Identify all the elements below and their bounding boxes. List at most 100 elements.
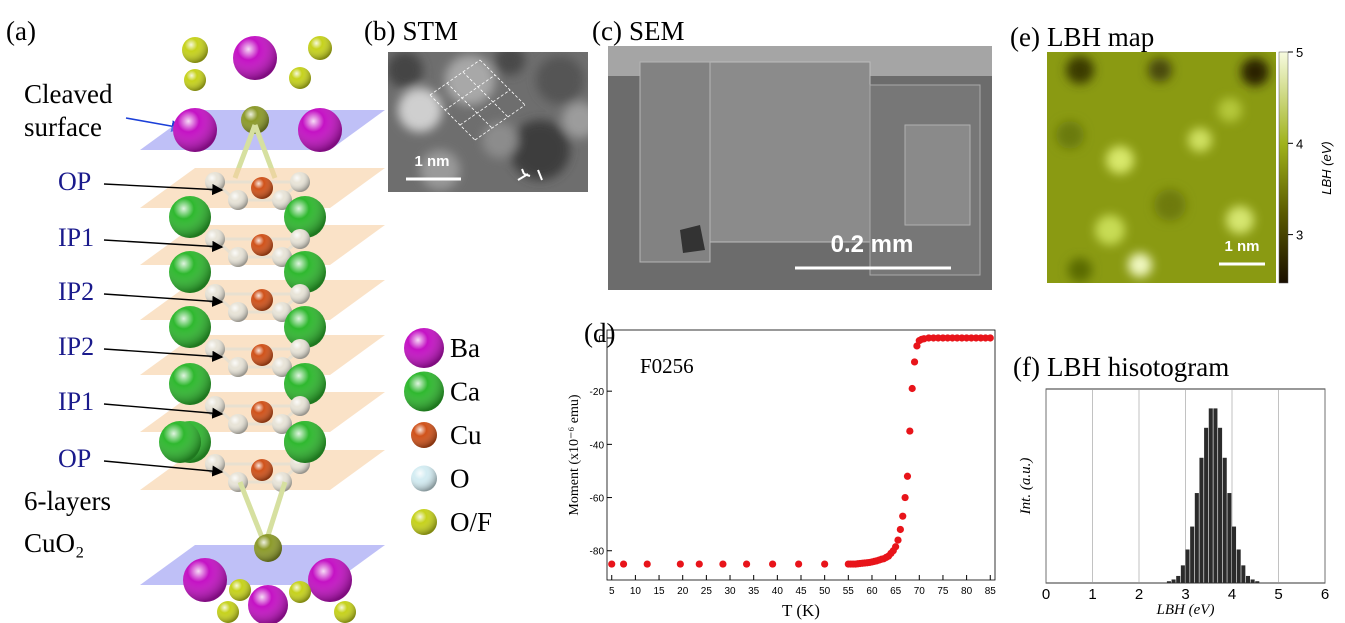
x-tick-label: 25 [701, 586, 713, 597]
data-point [897, 526, 904, 533]
layer-label: IP1 [58, 223, 94, 252]
atom-shine [251, 234, 273, 256]
legend-label: O/F [450, 507, 492, 537]
y-tick-label: -80 [590, 547, 605, 558]
legend-label: Cu [450, 420, 482, 450]
bar [1237, 549, 1241, 583]
x-tick-label: 10 [630, 586, 642, 597]
x-tick-label: 60 [866, 586, 878, 597]
y-axis-label: Int. (a.u.) [1018, 458, 1034, 516]
scale-bar-label: 1 nm [414, 153, 449, 170]
bar [1195, 493, 1199, 583]
panel-title: SEM [629, 16, 685, 46]
atom-shine [251, 401, 273, 423]
x-tick-label: 75 [937, 586, 949, 597]
label: 6-layers [24, 486, 111, 516]
atom-shine [228, 414, 248, 434]
atom-shine [229, 579, 251, 601]
atom-shine [248, 585, 288, 623]
data-point [795, 560, 802, 567]
bar [1172, 579, 1176, 583]
panel-title: (c)SEM [592, 16, 685, 46]
scale-bar-label: 1 nm [1224, 238, 1259, 255]
x-tick-label: 65 [890, 586, 902, 597]
data-point [743, 560, 750, 567]
bar [1232, 527, 1236, 583]
figure: (a) (b)STM (c)SEM (e)LBH map (d) (f)LBH … [0, 0, 1345, 623]
bar [1241, 565, 1245, 583]
atom-shine [169, 306, 211, 348]
legend-shine [404, 372, 444, 412]
colorbar-label: LBH (eV) [1319, 141, 1334, 194]
atom-shine [251, 177, 273, 199]
legend-shine [411, 509, 437, 535]
x-tick-label: 35 [748, 586, 760, 597]
x-tick-label: 5 [1274, 586, 1282, 603]
x-tick-label: 4 [1228, 586, 1236, 603]
bar [1176, 576, 1180, 583]
atom-shine [169, 251, 211, 293]
label: Cleaved [24, 79, 113, 109]
atom-shine [169, 196, 211, 238]
legend-shine [411, 422, 437, 448]
atom-shine [334, 601, 356, 623]
atom-shine [289, 581, 311, 603]
bar [1223, 458, 1227, 583]
x-tick-label: 85 [985, 586, 997, 597]
atom-shine [308, 36, 332, 60]
panel-title: STM [402, 16, 458, 46]
legend-label: Ba [450, 333, 480, 363]
layer-label: OP [58, 444, 91, 473]
atom-shine [289, 67, 311, 89]
legend-shine [411, 466, 437, 492]
x-tick-label: 20 [677, 586, 689, 597]
panel-title: LBH map [1047, 22, 1154, 52]
bar [1246, 576, 1250, 583]
atom-shine [290, 229, 310, 249]
bar [1204, 428, 1208, 583]
x-tick-label: 45 [795, 586, 807, 597]
panel-tag: (a) [6, 16, 36, 46]
data-point [677, 560, 684, 567]
data-point [821, 560, 828, 567]
layer-label: IP2 [58, 332, 94, 361]
data-point [894, 537, 901, 544]
atom-shine [182, 37, 208, 63]
y-axis-label: Moment (x10⁻⁶ emu) [567, 394, 582, 515]
atom-shine [251, 459, 273, 481]
panel-title: LBH hisotogram [1047, 352, 1229, 382]
bar [1167, 581, 1171, 583]
x-tick-label: 70 [914, 586, 926, 597]
atom-shine [169, 363, 211, 405]
data-point [696, 560, 703, 567]
atom-shine [308, 558, 352, 602]
panel-title: (e)LBH map [1010, 22, 1154, 52]
bar [1190, 527, 1194, 583]
layer-label: IP1 [58, 387, 94, 416]
atom-shine [228, 357, 248, 377]
atom-shine [184, 69, 206, 91]
atom-shine [173, 108, 217, 152]
y-tick-label: -60 [590, 494, 605, 505]
layer-label: IP2 [58, 277, 94, 306]
legend-label: Ca [450, 377, 480, 407]
x-tick-label: 15 [653, 586, 665, 597]
data-point [899, 513, 906, 520]
atom-shine [159, 421, 201, 463]
data-point [904, 473, 911, 480]
data-point [909, 385, 916, 392]
atom-shine [298, 108, 342, 152]
atom-shine [228, 247, 248, 267]
atom-shine [251, 344, 273, 366]
panel-tag: (b) [364, 16, 395, 46]
atom-shine [290, 396, 310, 416]
data-point [608, 560, 615, 567]
x-tick-label: 1 [1088, 586, 1096, 603]
x-tick-label: 30 [724, 586, 736, 597]
atom-shine [290, 172, 310, 192]
x-tick-label: 3 [1181, 586, 1189, 603]
bar [1251, 579, 1255, 583]
x-tick-label: 40 [772, 586, 784, 597]
bar [1255, 581, 1259, 583]
x-tick-label: 2 [1135, 586, 1143, 603]
